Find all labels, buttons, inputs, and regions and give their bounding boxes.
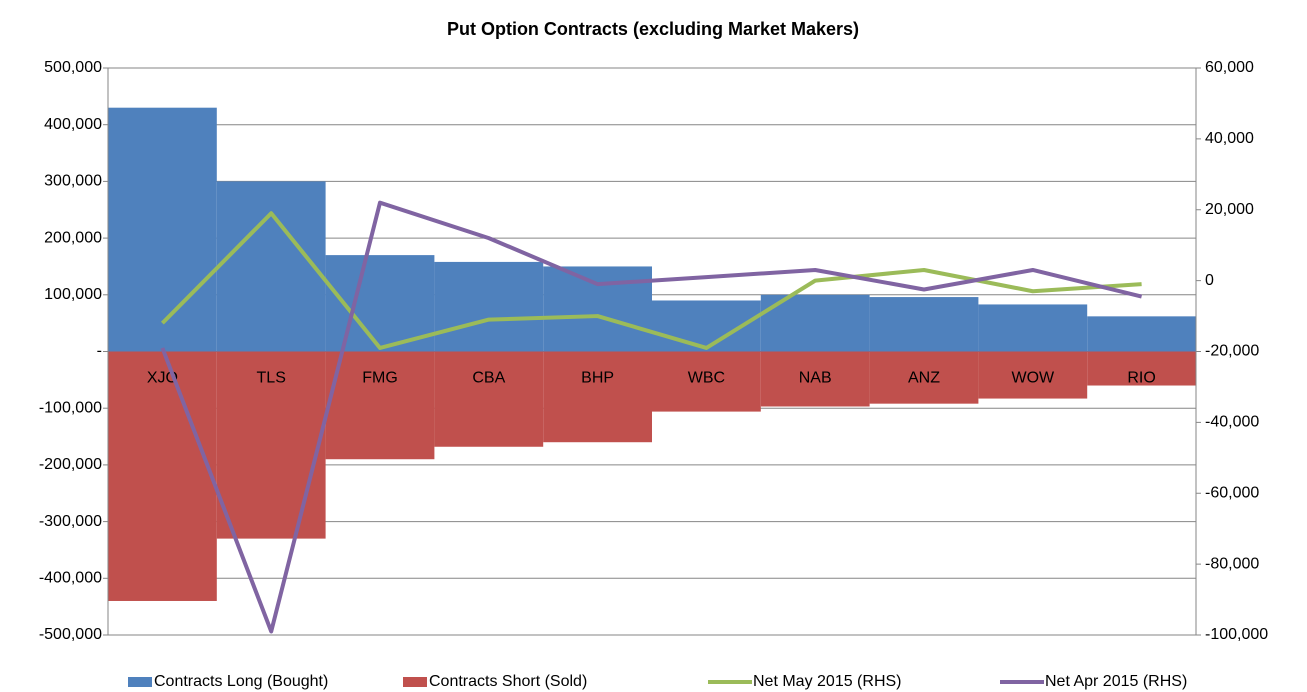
bar [1087,351,1196,386]
bar [216,181,326,352]
legend-label: Contracts Long (Bought) [154,673,328,690]
bar [543,351,652,443]
x-tick-label: BHP [581,370,614,387]
legend-swatch [128,677,152,687]
y2-tick-label: 60,000 [1205,59,1254,76]
legend-swatch [403,677,427,687]
legend-label: Net May 2015 (RHS) [753,673,902,690]
x-tick-label: RIO [1127,370,1155,387]
y2-tick-label: -20,000 [1205,343,1259,360]
legend-label: Contracts Short (Sold) [429,673,587,690]
x-tick-label: FMG [362,370,398,387]
x-tick-label: TLS [257,370,286,387]
bar [978,304,1088,352]
y2-tick-label: -100,000 [1205,626,1268,643]
y-tick-label: -100,000 [39,399,102,416]
bar [760,351,870,407]
chart-title: Put Option Contracts (excluding Market M… [447,19,859,39]
x-tick-label: WOW [1011,370,1055,387]
bar [216,351,326,539]
bar [652,351,761,412]
y2-tick-label: 40,000 [1205,130,1254,147]
y-tick-label: -300,000 [39,513,102,530]
bar [434,351,544,447]
y-tick-label: -400,000 [39,570,102,587]
y-tick-label: - [97,343,102,360]
y2-tick-label: 20,000 [1205,201,1254,218]
y-tick-label: -200,000 [39,456,102,473]
x-tick-label: ANZ [908,370,940,387]
bar [869,297,979,352]
y-tick-label: 200,000 [44,229,102,246]
y-tick-label: 300,000 [44,173,102,190]
y2-tick-label: -40,000 [1205,414,1259,431]
x-tick-label: CBA [472,370,505,387]
bar [108,107,217,352]
legend-label: Net Apr 2015 (RHS) [1045,673,1187,690]
y-tick-label: 500,000 [44,59,102,76]
line [160,200,1143,634]
x-tick-label: WBC [688,370,725,387]
y2-tick-label: 0 [1205,272,1214,289]
bar [434,261,544,352]
bar [108,351,217,601]
bar [1087,316,1196,352]
bar [869,351,979,404]
x-tick-label: XJO [147,370,178,387]
bar [978,351,1088,399]
y-tick-label: 100,000 [44,286,102,303]
y-tick-label: 400,000 [44,116,102,133]
y-tick-label: -500,000 [39,626,102,643]
bar [325,351,435,460]
y2-tick-label: -80,000 [1205,555,1259,572]
x-tick-label: NAB [799,370,832,387]
bar [543,266,652,352]
y2-tick-label: -60,000 [1205,484,1259,501]
